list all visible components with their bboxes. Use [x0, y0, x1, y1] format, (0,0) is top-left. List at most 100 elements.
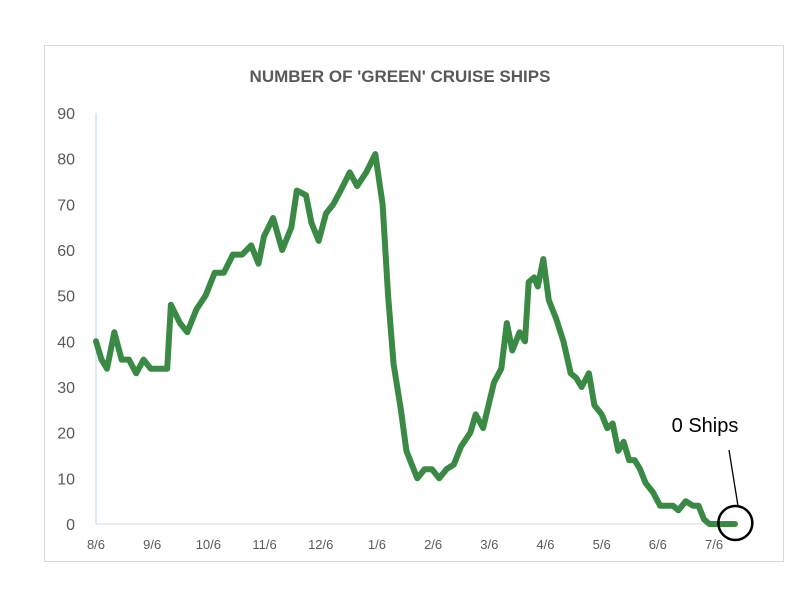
- data-point: [296, 190, 298, 192]
- data-point: [542, 258, 544, 260]
- data-point: [488, 404, 489, 406]
- data-point: [405, 450, 407, 452]
- data-point: [150, 368, 152, 370]
- data-point: [166, 368, 168, 370]
- x-tick-label: 11/6: [252, 537, 276, 552]
- y-tick-label: 40: [57, 334, 75, 351]
- data-point: [159, 368, 161, 370]
- data-point: [340, 190, 342, 192]
- data-point: [537, 286, 539, 287]
- data-point: [588, 372, 590, 374]
- data-point: [725, 523, 727, 525]
- line-chart: NUMBER OF 'GREEN' CRUISE SHIPS 0 10 20 30 40…: [57, 67, 754, 552]
- data-point: [106, 368, 108, 370]
- data-point: [581, 386, 583, 388]
- data-point: [121, 359, 123, 361]
- data-point: [528, 281, 530, 283]
- data-point: [692, 505, 694, 507]
- y-tick-label: 20: [57, 426, 75, 443]
- data-point: [672, 505, 674, 507]
- annotation-layer: 0 Ships: [672, 415, 754, 542]
- data-point: [382, 203, 384, 205]
- data-point: [318, 240, 320, 242]
- data-point: [639, 468, 641, 470]
- data-point: [606, 427, 608, 429]
- x-tick-label: 1/6: [368, 537, 386, 552]
- data-point: [628, 459, 630, 461]
- y-tick-label: 30: [57, 380, 75, 397]
- data-point: [446, 468, 447, 470]
- data-point: [431, 468, 433, 470]
- data-point: [195, 308, 197, 310]
- x-tick-label: 5/6: [593, 537, 611, 552]
- x-tick-label: 2/6: [424, 537, 442, 552]
- data-point: [310, 222, 312, 224]
- data-point: [519, 331, 521, 333]
- data-point: [666, 505, 668, 507]
- data-point: [272, 217, 274, 219]
- data-point: [685, 500, 687, 502]
- data-point: [506, 322, 508, 324]
- data-point: [325, 213, 327, 214]
- data-point: [424, 468, 426, 470]
- data-point: [453, 464, 455, 466]
- data-point: [113, 331, 115, 333]
- data-point: [570, 372, 572, 374]
- data-point: [555, 318, 557, 319]
- data-point: [290, 226, 292, 228]
- data-point: [482, 427, 484, 429]
- data-point: [524, 340, 526, 342]
- data-point: [475, 413, 477, 415]
- x-tick-label: 6/6: [649, 537, 667, 552]
- x-tick-label: 9/6: [143, 537, 161, 552]
- data-point: [387, 295, 389, 297]
- data-point: [263, 235, 265, 237]
- y-axis: 0 10 20 30 40 50 60 70 80 90: [57, 106, 97, 534]
- data-point: [416, 477, 418, 479]
- data-point: [612, 423, 614, 424]
- data-point: [205, 295, 206, 297]
- data-point: [652, 491, 654, 493]
- y-tick-label: 10: [57, 471, 75, 488]
- data-point: [562, 340, 564, 342]
- series-line: [93, 151, 738, 527]
- data-point: [332, 203, 334, 205]
- y-tick-label: 50: [57, 289, 75, 306]
- data-point: [698, 505, 699, 507]
- data-point: [393, 363, 395, 365]
- x-axis: 8/6 9/6 10/6 11/6 12/6 1/6 2/6 3/6 4/6 5/6 6/6 7/6: [87, 523, 735, 552]
- data-point: [143, 359, 144, 361]
- data-point: [593, 404, 595, 406]
- data-point: [241, 254, 243, 256]
- data-point: [101, 359, 102, 361]
- data-point: [438, 477, 440, 479]
- data-point: [400, 409, 402, 411]
- data-point: [411, 464, 413, 466]
- annotation-label: 0 Ships: [672, 415, 739, 437]
- data-point: [634, 459, 636, 461]
- data-point: [135, 372, 137, 374]
- data-point: [374, 153, 376, 155]
- series-layer: [93, 151, 738, 527]
- data-point: [708, 523, 710, 525]
- x-tick-label: 4/6: [536, 537, 554, 552]
- data-point: [258, 263, 259, 265]
- data-point: [601, 413, 603, 415]
- data-point: [170, 304, 172, 306]
- x-tick-label: 3/6: [480, 537, 498, 552]
- data-point: [356, 185, 358, 187]
- data-point: [186, 331, 188, 333]
- data-point: [232, 254, 234, 256]
- chart-frame: NUMBER OF 'GREEN' CRUISE SHIPS 0 10 20 30 40…: [44, 45, 784, 562]
- y-tick-label: 80: [57, 152, 75, 169]
- data-point: [677, 509, 679, 511]
- data-point: [250, 244, 252, 246]
- x-tick-label: 12/6: [308, 537, 333, 552]
- data-point: [493, 381, 495, 383]
- data-point: [95, 340, 97, 342]
- x-tick-label: 10/6: [196, 537, 221, 552]
- annotation-circle: [717, 504, 754, 542]
- y-tick-label: 70: [57, 197, 75, 214]
- data-point: [617, 450, 619, 452]
- data-point: [575, 377, 577, 379]
